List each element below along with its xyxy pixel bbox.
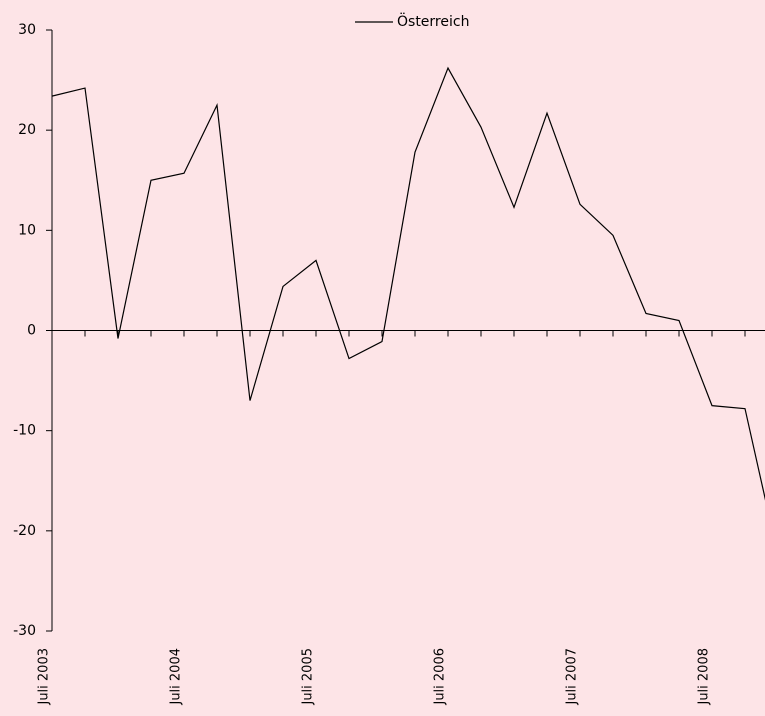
x-tick-label: Juli 2008 [697, 648, 712, 706]
y-tick-label: 10 [18, 222, 36, 238]
x-tick-label: Juli 2004 [169, 648, 184, 706]
x-tick-label: Juli 2005 [301, 648, 316, 706]
y-tick-label: -30 [13, 623, 36, 639]
y-tick-label: 0 [27, 323, 36, 339]
y-tick-label: -20 [13, 523, 36, 539]
series-line [51, 66, 765, 501]
x-tick-label: Juli 2007 [565, 648, 580, 706]
y-tick-label: 20 [18, 122, 36, 138]
y-tick-label: 30 [18, 22, 36, 38]
legend-label: Österreich [397, 12, 469, 30]
x-tick-label: Juli 2006 [433, 648, 448, 706]
y-tick-label: -10 [13, 423, 36, 439]
x-tick-label: Juli 2003 [37, 648, 52, 706]
